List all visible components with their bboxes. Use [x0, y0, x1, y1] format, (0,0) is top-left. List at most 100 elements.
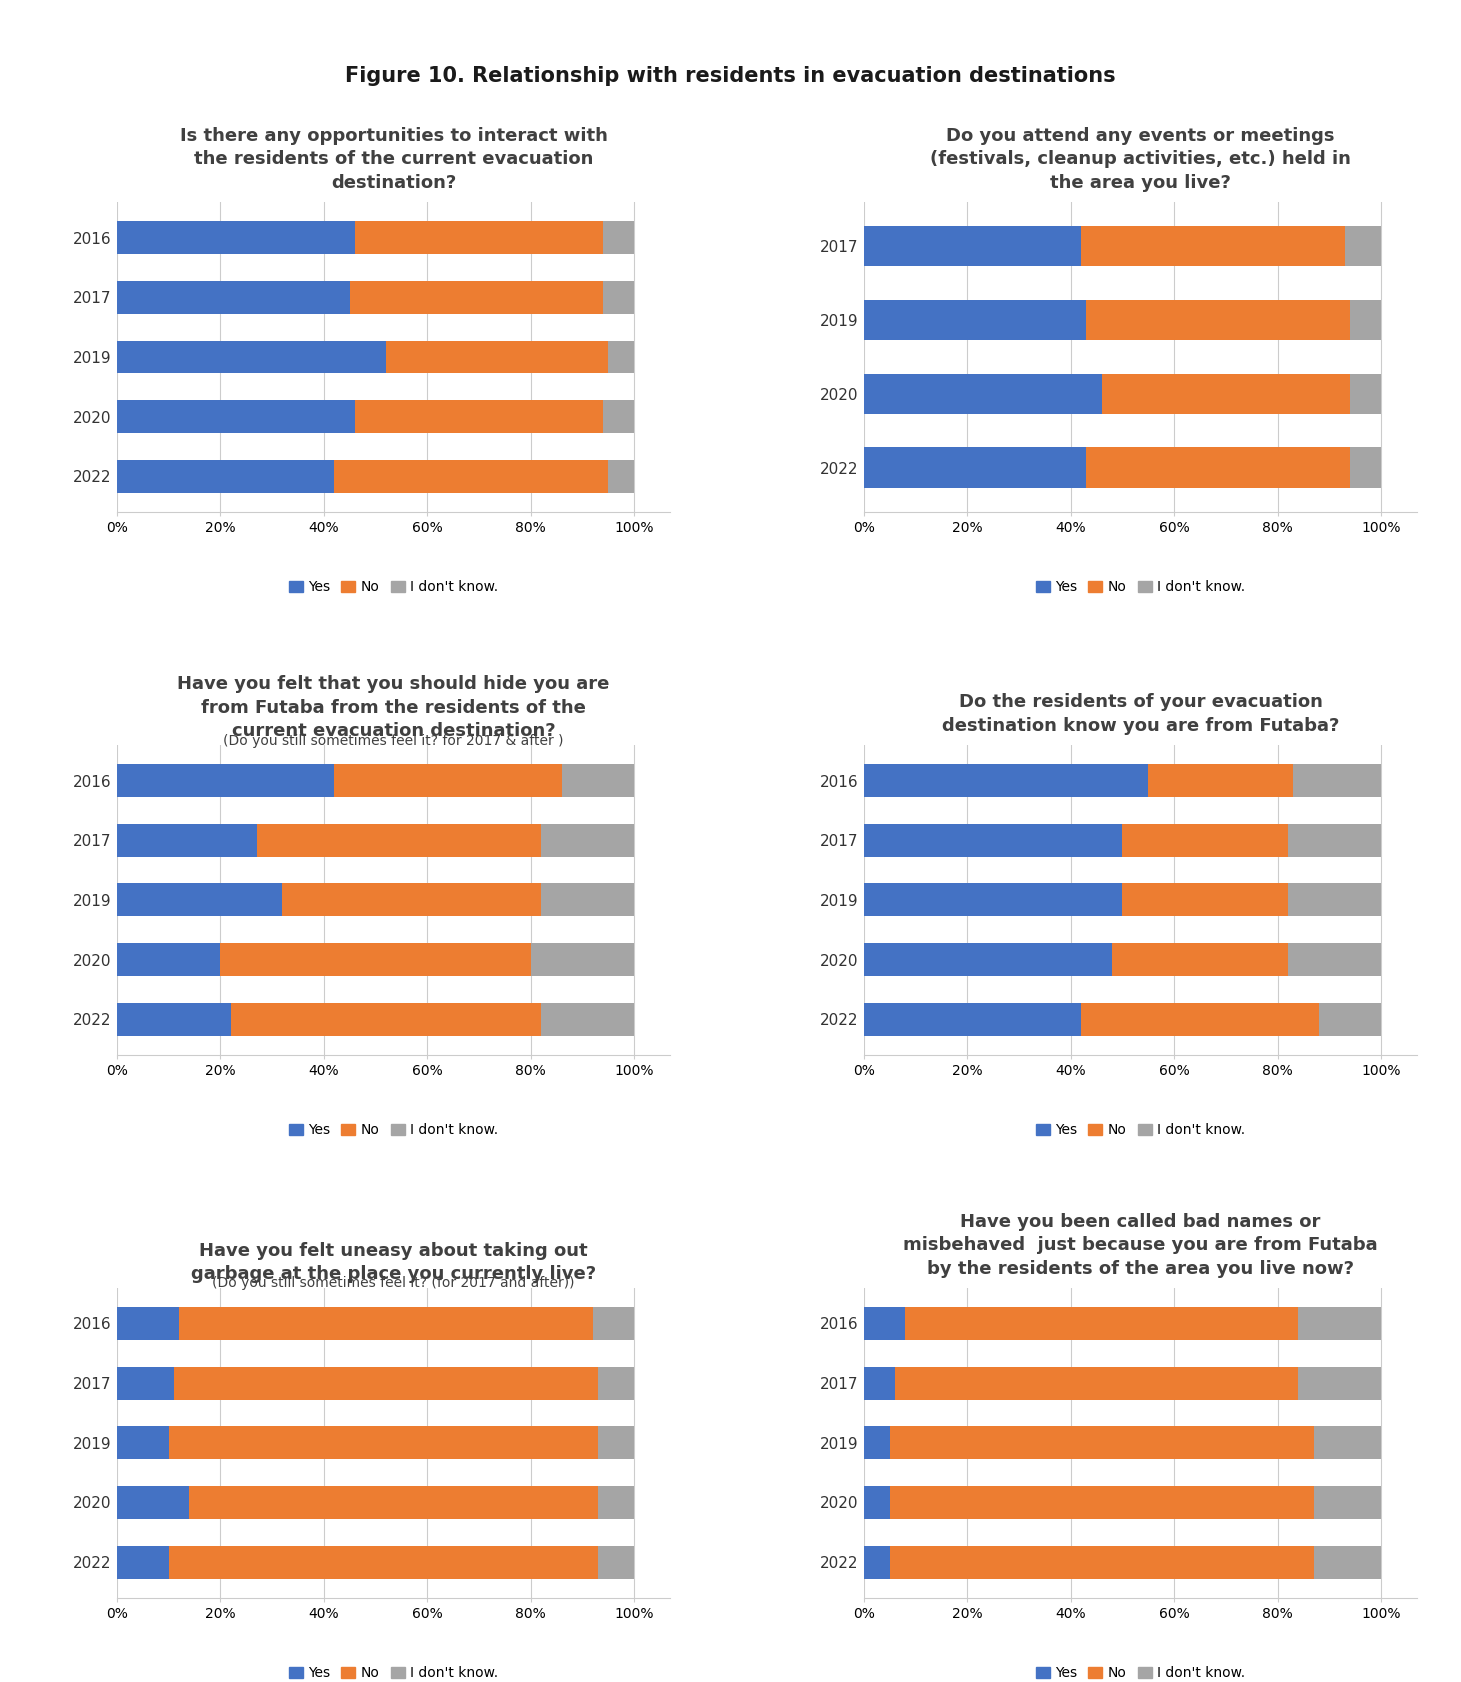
- Text: Figure 10. Relationship with residents in evacuation destinations: Figure 10. Relationship with residents i…: [345, 66, 1116, 86]
- Bar: [890, 1485, 1313, 1519]
- Bar: [168, 1426, 598, 1460]
- Bar: [863, 1426, 890, 1460]
- Bar: [221, 944, 530, 976]
- Bar: [190, 1485, 598, 1519]
- Bar: [117, 1426, 168, 1460]
- Bar: [598, 1485, 634, 1519]
- Legend: Yes, No, I don't know.: Yes, No, I don't know.: [1030, 575, 1251, 600]
- Bar: [117, 764, 335, 797]
- Bar: [117, 1307, 178, 1341]
- Text: (Do you still sometimes feel it? for 2017 & after ): (Do you still sometimes feel it? for 201…: [224, 733, 564, 747]
- Bar: [598, 1426, 634, 1460]
- Bar: [1122, 883, 1289, 917]
- Bar: [863, 1002, 1081, 1036]
- Bar: [593, 1307, 634, 1341]
- Title: Have you felt that you should hide you are
from Futaba from the residents of the: Have you felt that you should hide you a…: [177, 674, 609, 740]
- Bar: [1350, 373, 1381, 414]
- Bar: [890, 1546, 1313, 1578]
- Bar: [863, 225, 1081, 266]
- Title: Have you felt uneasy about taking out
garbage at the place you currently live?: Have you felt uneasy about taking out ga…: [191, 1241, 596, 1283]
- Bar: [896, 1367, 1299, 1399]
- Bar: [863, 944, 1112, 976]
- Bar: [598, 1546, 634, 1578]
- Text: (Do you still sometimes feel it? (for 2017 and after)): (Do you still sometimes feel it? (for 20…: [212, 1277, 574, 1290]
- Bar: [598, 1367, 634, 1399]
- Bar: [117, 459, 335, 493]
- Bar: [117, 944, 221, 976]
- Bar: [1299, 1307, 1381, 1341]
- Bar: [541, 1002, 634, 1036]
- Bar: [1081, 225, 1344, 266]
- Bar: [174, 1367, 598, 1399]
- Bar: [117, 400, 355, 432]
- Bar: [863, 373, 1102, 414]
- Bar: [1350, 447, 1381, 488]
- Bar: [117, 222, 355, 254]
- Bar: [1102, 373, 1350, 414]
- Bar: [1344, 225, 1381, 266]
- Legend: Yes, No, I don't know.: Yes, No, I don't know.: [283, 575, 504, 600]
- Bar: [541, 883, 634, 917]
- Bar: [1313, 1485, 1381, 1519]
- Bar: [178, 1307, 593, 1341]
- Bar: [1122, 824, 1289, 856]
- Bar: [603, 400, 634, 432]
- Bar: [117, 1546, 168, 1578]
- Bar: [603, 281, 634, 315]
- Title: Do the residents of your evacuation
destination know you are from Futaba?: Do the residents of your evacuation dest…: [942, 693, 1340, 735]
- Bar: [1081, 1002, 1319, 1036]
- Bar: [117, 1002, 231, 1036]
- Bar: [117, 1367, 174, 1399]
- Bar: [863, 883, 1122, 917]
- Bar: [335, 764, 561, 797]
- Bar: [1313, 1546, 1381, 1578]
- Legend: Yes, No, I don't know.: Yes, No, I don't know.: [1030, 1660, 1251, 1682]
- Bar: [863, 1546, 890, 1578]
- Bar: [541, 824, 634, 856]
- Bar: [1112, 944, 1289, 976]
- Bar: [1319, 1002, 1381, 1036]
- Bar: [1350, 299, 1381, 340]
- Bar: [1289, 944, 1381, 976]
- Bar: [117, 281, 349, 315]
- Bar: [863, 824, 1122, 856]
- Bar: [1289, 824, 1381, 856]
- Bar: [355, 400, 603, 432]
- Bar: [863, 1485, 890, 1519]
- Bar: [1299, 1367, 1381, 1399]
- Bar: [117, 1485, 190, 1519]
- Bar: [117, 883, 282, 917]
- Bar: [1313, 1426, 1381, 1460]
- Bar: [1293, 764, 1381, 797]
- Legend: Yes, No, I don't know.: Yes, No, I don't know.: [283, 1660, 504, 1682]
- Bar: [1148, 764, 1293, 797]
- Bar: [890, 1426, 1313, 1460]
- Bar: [117, 824, 257, 856]
- Title: Is there any opportunities to interact with
the residents of the current evacuat: Is there any opportunities to interact w…: [180, 126, 608, 192]
- Bar: [863, 299, 1086, 340]
- Bar: [1289, 883, 1381, 917]
- Bar: [608, 340, 634, 373]
- Bar: [863, 1307, 906, 1341]
- Title: Have you been called bad names or
misbehaved  just because you are from Futaba
b: Have you been called bad names or misbeh…: [903, 1213, 1378, 1278]
- Legend: Yes, No, I don't know.: Yes, No, I don't know.: [283, 1119, 504, 1142]
- Bar: [603, 222, 634, 254]
- Bar: [231, 1002, 541, 1036]
- Title: Do you attend any events or meetings
(festivals, cleanup activities, etc.) held : Do you attend any events or meetings (fe…: [931, 126, 1351, 192]
- Bar: [863, 447, 1086, 488]
- Bar: [863, 764, 1148, 797]
- Legend: Yes, No, I don't know.: Yes, No, I don't know.: [1030, 1119, 1251, 1142]
- Bar: [257, 824, 541, 856]
- Bar: [349, 281, 603, 315]
- Bar: [117, 340, 386, 373]
- Bar: [355, 222, 603, 254]
- Bar: [530, 944, 634, 976]
- Bar: [1086, 299, 1350, 340]
- Bar: [1086, 447, 1350, 488]
- Bar: [168, 1546, 598, 1578]
- Bar: [386, 340, 608, 373]
- Bar: [608, 459, 634, 493]
- Bar: [282, 883, 541, 917]
- Bar: [335, 459, 608, 493]
- Bar: [906, 1307, 1299, 1341]
